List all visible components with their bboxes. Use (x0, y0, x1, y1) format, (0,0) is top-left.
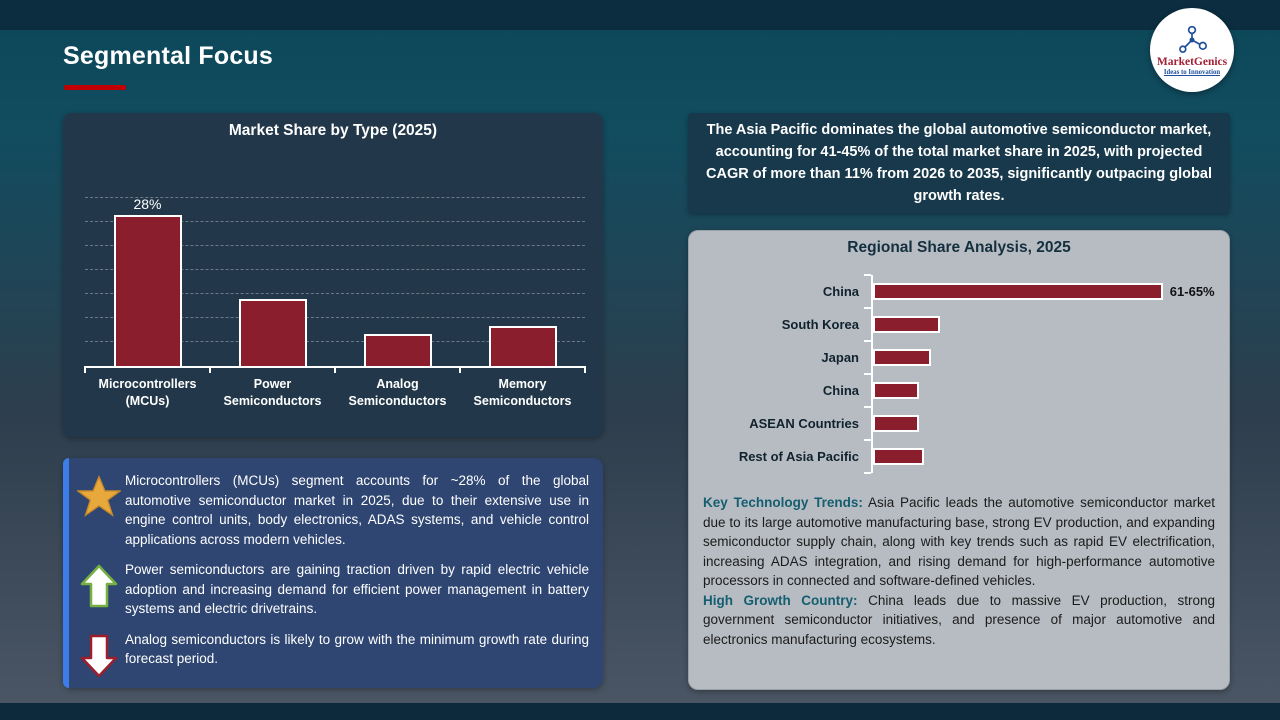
bar-column (460, 194, 585, 366)
top-accent-strip (0, 0, 1280, 30)
region-row: Japan (701, 340, 1217, 374)
region-bar-cell (864, 373, 1217, 407)
region-row: Rest of Asia Pacific (701, 439, 1217, 474)
region-label: Japan (821, 350, 859, 365)
region-bar (873, 316, 940, 333)
region-chart-rows: China 61-65% South Korea Japan China ASEAN Co… (701, 274, 1217, 474)
asia-pacific-info-box: The Asia Pacific dominates the global au… (688, 113, 1230, 213)
category-label: Power Semiconductors (223, 377, 322, 408)
note-text-technology-trends: Asia Pacific leads the automotive semico… (703, 495, 1215, 588)
region-notes: Key Technology Trends: Asia Pacific lead… (703, 493, 1215, 649)
category-label: Analog Semiconductors (348, 377, 447, 408)
insight-box: Microcontrollers (MCUs) segment accounts… (63, 458, 603, 688)
region-row: China 61-65% (701, 274, 1217, 308)
insight-text: Microcontrollers (MCUs) segment accounts… (125, 473, 589, 547)
insight-text: Power semiconductors are gaining tractio… (125, 562, 589, 616)
gridline (85, 269, 585, 270)
gridline (85, 317, 585, 318)
region-bar (873, 382, 919, 399)
arrow-down-icon (73, 630, 125, 678)
regional-share-panel: Regional Share Analysis, 2025 China 61-65… (688, 230, 1230, 690)
category-label: Microcontrollers (MCUs) (98, 377, 197, 408)
region-bar (873, 415, 919, 432)
region-bar-cell (864, 340, 1217, 374)
bar (238, 298, 307, 366)
region-label: South Korea (781, 317, 859, 332)
region-label: China (822, 383, 859, 398)
arrow-up-icon (73, 560, 125, 608)
bar-columns: 28% (85, 194, 585, 366)
bar-value-label: 28% (133, 195, 162, 212)
bar (113, 214, 182, 366)
region-row: South Korea (701, 307, 1217, 341)
gridline (85, 245, 585, 246)
gridline (85, 341, 585, 342)
region-bar (873, 448, 924, 465)
bottom-accent-strip (0, 703, 1280, 720)
insight-item-mcu: Microcontrollers (MCUs) segment accounts… (73, 471, 589, 549)
insight-item-analog: Analog semiconductors is likely to grow … (73, 630, 589, 678)
region-label: ASEAN Countries (749, 416, 859, 431)
axis-tick (584, 366, 586, 373)
region-row: China (701, 373, 1217, 407)
gridline (85, 221, 585, 222)
insight-item-power: Power semiconductors are gaining tractio… (73, 560, 589, 619)
type-share-chart-panel: Market Share by Type (2025) 28% Microcon… (63, 113, 603, 437)
bar-column (210, 194, 335, 366)
note-lead-high-growth-country: High Growth Country: (703, 592, 858, 608)
region-bar (873, 349, 931, 366)
asia-pacific-info-text: The Asia Pacific dominates the global au… (706, 122, 1212, 204)
star-icon (73, 471, 125, 517)
axis-tick (84, 366, 86, 373)
region-bar-cell (864, 439, 1217, 474)
region-value-label: 61-65% (1169, 284, 1215, 299)
molecule-icon (1175, 25, 1209, 55)
region-label: Rest of Asia Pacific (738, 449, 859, 464)
bar (363, 333, 432, 366)
logo-tagline-text: Ideas to Innovation (1163, 68, 1221, 76)
insight-text: Analog semiconductors is likely to grow … (125, 631, 589, 667)
gridline (85, 197, 585, 198)
region-bar-cell: 61-65% (864, 274, 1217, 308)
region-label: China (822, 284, 859, 299)
title-underline (64, 85, 126, 90)
region-chart-title: Regional Share Analysis, 2025 (847, 239, 1071, 256)
gridline (85, 293, 585, 294)
axis-tick (459, 366, 461, 373)
note-lead-technology-trends: Key Technology Trends: (703, 495, 863, 510)
insight-list: Microcontrollers (MCUs) segment accounts… (63, 458, 603, 688)
axis-tick (334, 366, 336, 373)
type-chart-categories: Microcontrollers (MCUs) Power Semiconduct… (85, 376, 585, 410)
axis-tick (209, 366, 211, 373)
bar-column: 28% (85, 194, 210, 366)
marketgenics-logo: MarketGenics Ideas to Innovation (1150, 8, 1234, 92)
region-bar (873, 283, 1163, 300)
region-row: ASEAN Countries (701, 406, 1217, 440)
bar-column (335, 194, 460, 366)
category-label: Memory Semiconductors (473, 377, 572, 408)
region-bar-cell (864, 307, 1217, 341)
type-chart-title: Market Share by Type (2025) (228, 122, 438, 139)
page-title: Segmental Focus (63, 42, 273, 70)
bar (488, 325, 557, 366)
type-chart-plot: 28% (84, 194, 586, 373)
note-text-high-growth-country: China leads due to massive EV production… (703, 592, 1216, 647)
region-bar-cell (864, 406, 1217, 440)
logo-brand-text: MarketGenics (1156, 55, 1228, 68)
